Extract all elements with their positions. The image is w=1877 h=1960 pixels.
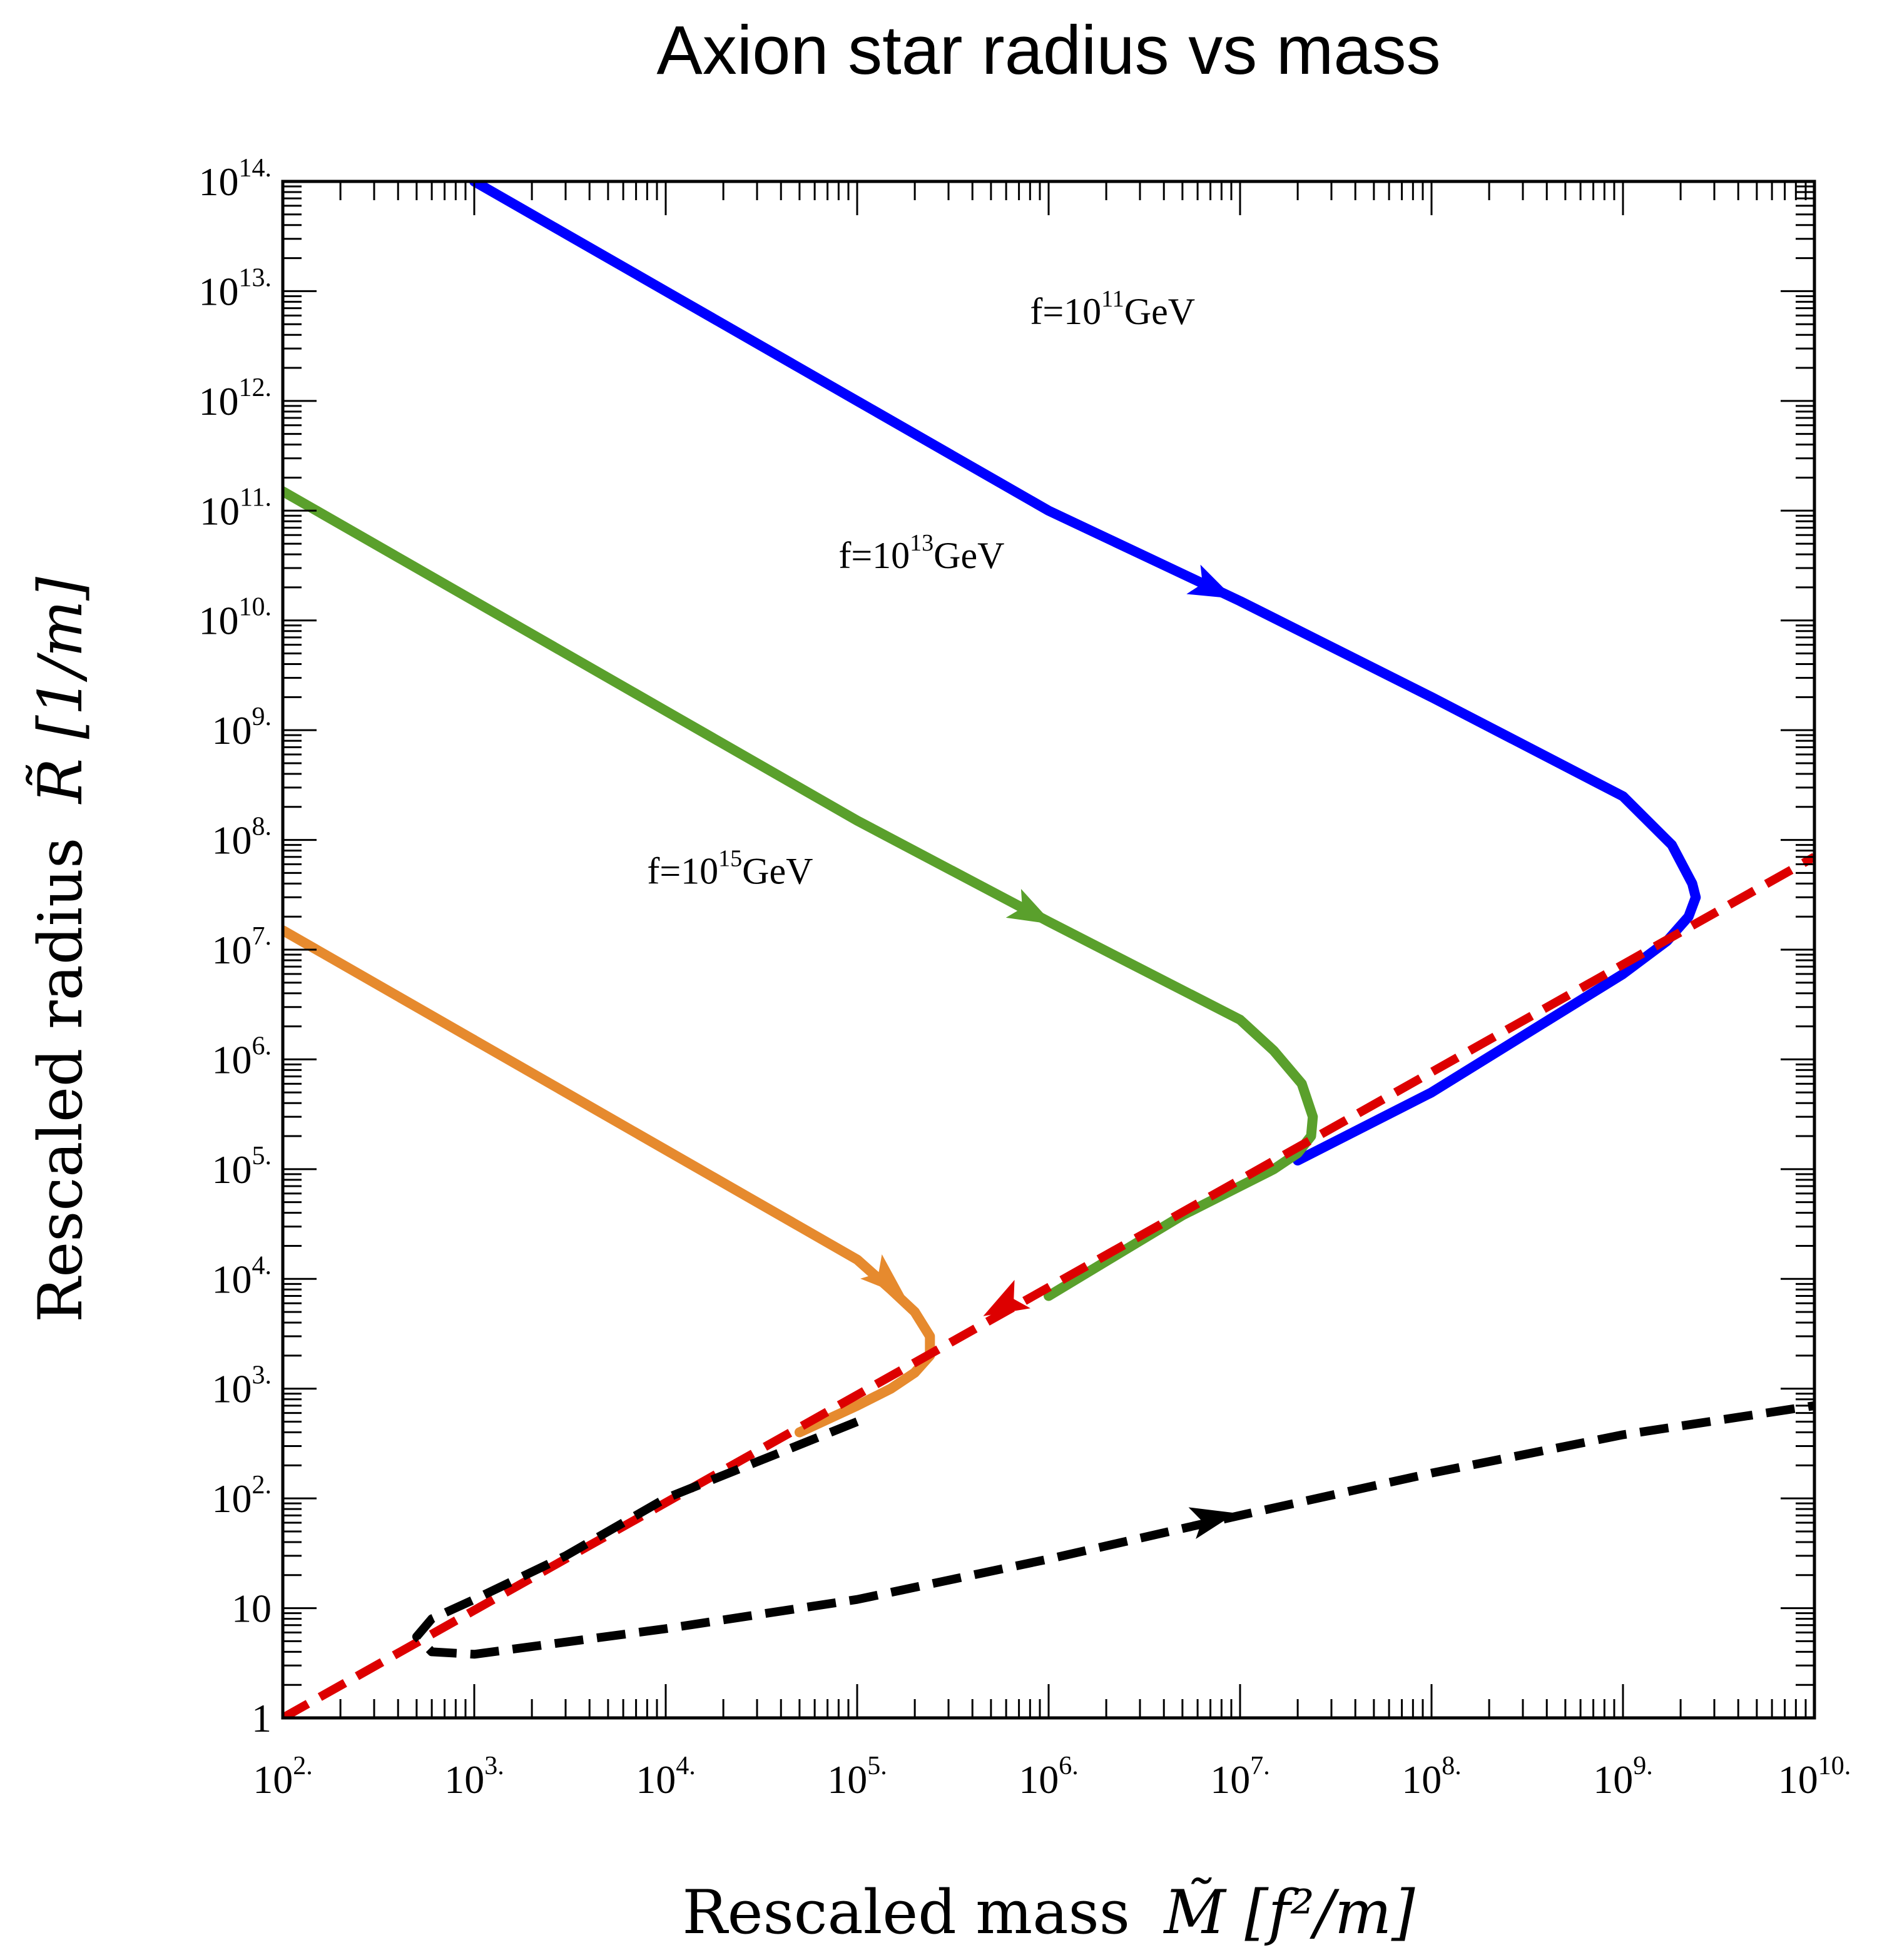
y-tick-label: 109.: [212, 703, 272, 753]
y-tick-label: 1: [252, 1696, 272, 1740]
series-arrow-3: [983, 1279, 1030, 1316]
x-tick-label: 102.: [253, 1752, 313, 1802]
series-annotation: f=1013GeV: [838, 530, 1004, 576]
series-arrow-2: [860, 1254, 905, 1297]
series-annotation: f=1015GeV: [647, 845, 813, 891]
y-tick-label: 107.: [212, 922, 272, 972]
chart-title: Axion star radius vs mass: [656, 12, 1440, 89]
x-tick-label: 106.: [1019, 1752, 1079, 1802]
direction-arrows: [860, 564, 1236, 1540]
axis-ticks: [282, 180, 1816, 1719]
y-axis-label: Rescaled radius R̃ [1/m]: [26, 577, 96, 1323]
x-tick-label: 105.: [827, 1752, 887, 1802]
x-tick-label: 103.: [444, 1752, 504, 1802]
y-tick-label: 10: [231, 1587, 272, 1631]
x-tick-label: 109.: [1593, 1752, 1653, 1802]
x-axis-label-math: M̃ [f²/m]: [1163, 1877, 1416, 1947]
y-axis-label-math: R̃ [1/m]: [26, 577, 96, 805]
y-tick-label: 105.: [212, 1142, 272, 1192]
series-line-3: [283, 853, 1814, 1718]
y-tick-label: 1013.: [199, 263, 272, 313]
x-tick-label: 107.: [1210, 1752, 1270, 1802]
series-arrow-4: [1188, 1507, 1236, 1540]
x-tick-label: 1010.: [1778, 1752, 1851, 1802]
tick-labels: 102. 103. 104. 105. 106. 107. 108. 109. 1010. 1 10…: [199, 154, 1851, 1802]
y-tick-label: 104.: [212, 1251, 272, 1301]
y-tick-label: 108.: [212, 813, 272, 863]
series-line-2: [283, 925, 935, 1438]
plot-frame: [281, 180, 1816, 1720]
annotations: f=1011GeV f=1013GeV f=1015GeV: [647, 286, 1195, 891]
plot-lines: [283, 181, 1814, 1718]
y-tick-label: 1010.: [199, 593, 272, 643]
series-arrow-1: [1005, 888, 1054, 925]
series-arrow-0: [1186, 564, 1234, 599]
y-tick-label: 1011.: [200, 483, 272, 533]
x-axis-label-prefix: Rescaled mass: [682, 1877, 1130, 1947]
y-axis-label-prefix: Rescaled radius: [26, 838, 96, 1323]
y-tick-label: 1012.: [199, 373, 272, 424]
y-tick-label: 102.: [212, 1471, 272, 1521]
y-tick-label: 1014.: [199, 154, 272, 204]
y-tick-label: 103.: [212, 1361, 272, 1411]
series-line-1: [283, 486, 1318, 1301]
series-line-0: [469, 181, 1701, 1165]
series-line-4: [412, 1401, 1814, 1659]
x-tick-label: 104.: [636, 1752, 696, 1802]
series-annotation: f=1011GeV: [1030, 286, 1195, 332]
y-tick-label: 106.: [212, 1032, 272, 1082]
x-axis-label: Rescaled mass M̃ [f²/m]: [682, 1877, 1415, 1947]
x-tick-label: 108.: [1401, 1752, 1462, 1802]
